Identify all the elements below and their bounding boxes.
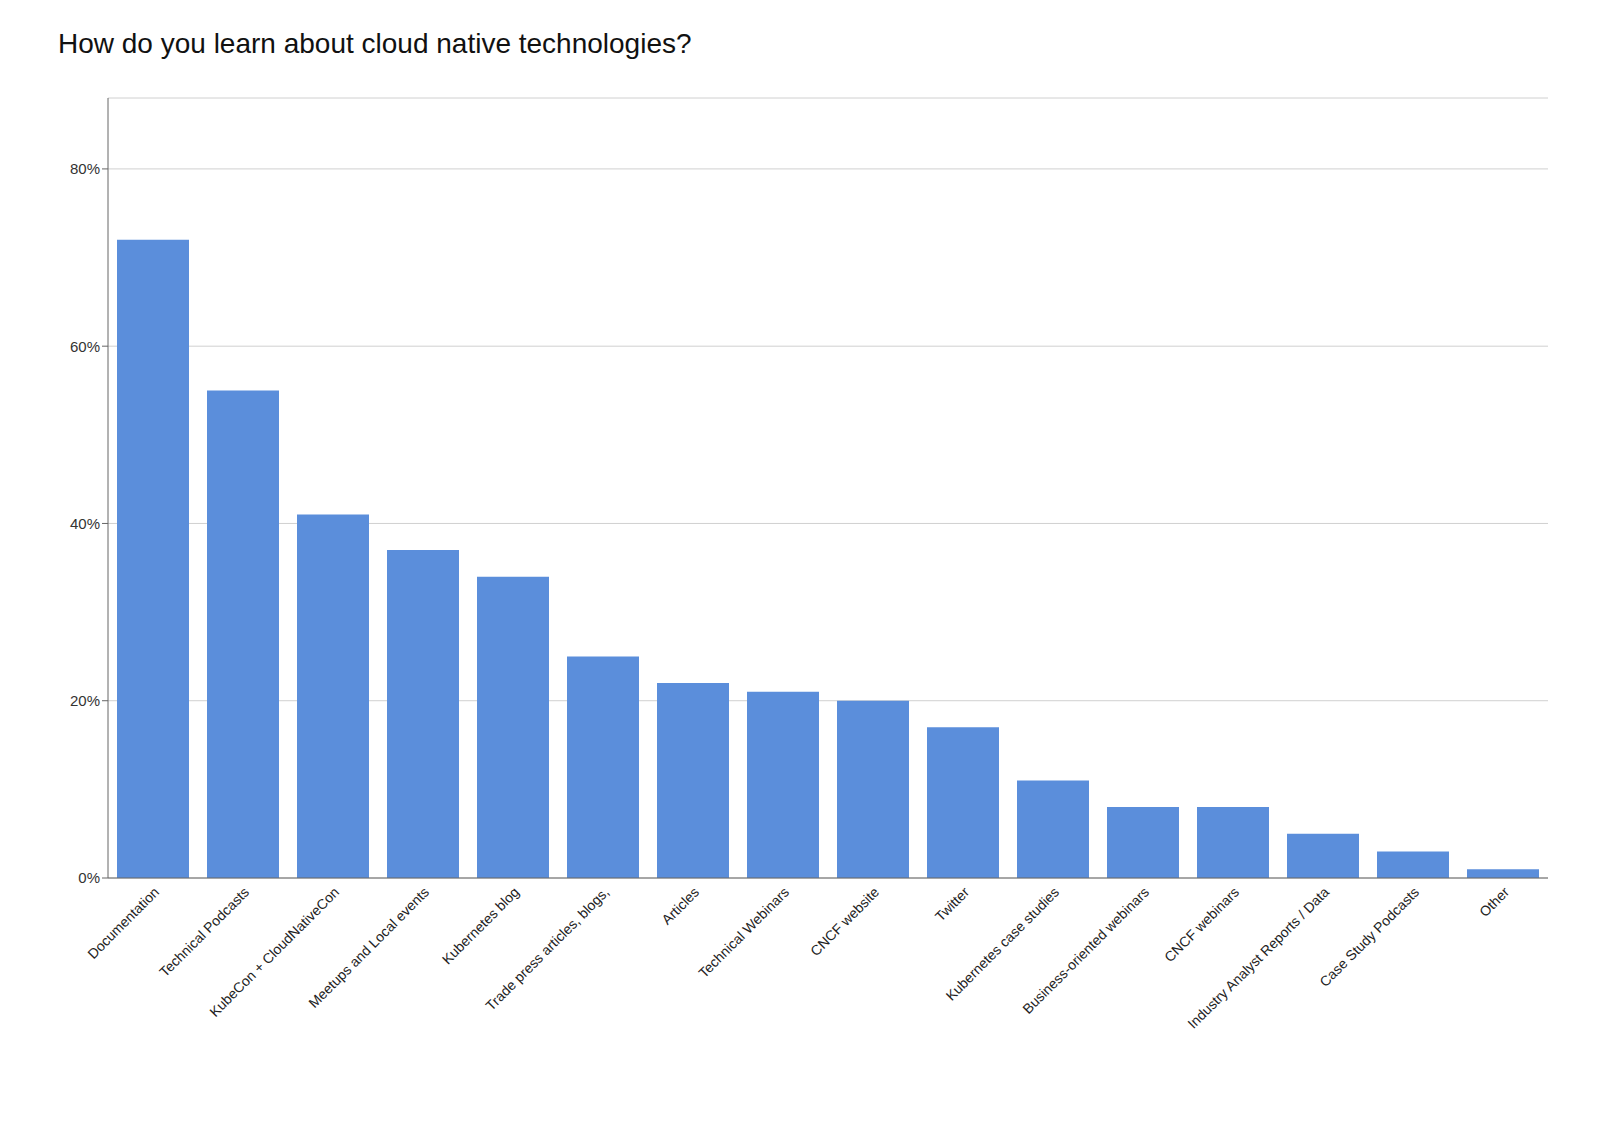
svg-text:Business-oriented webinars: Business-oriented webinars: [1019, 884, 1152, 1017]
svg-text:Technical Podcasts: Technical Podcasts: [156, 884, 252, 980]
svg-text:Meetups and Local events: Meetups and Local events: [305, 884, 432, 1011]
svg-text:Kubernetes case studies: Kubernetes case studies: [942, 883, 1063, 1004]
svg-text:Case Study Podcasts: Case Study Podcasts: [1316, 884, 1422, 990]
svg-text:Twitter: Twitter: [932, 884, 973, 925]
svg-text:20%: 20%: [70, 692, 100, 709]
html-text:How do you learn about cloud n: How do you learn about cloud native tech…: [58, 28, 692, 59]
svg-text:Documentation: Documentation: [84, 884, 162, 962]
svg-text:Articles: Articles: [658, 884, 702, 928]
svg-text:Technical Webinars: Technical Webinars: [695, 884, 792, 981]
svg-text:Other: Other: [1476, 884, 1512, 920]
svg-text:40%: 40%: [70, 515, 100, 532]
svg-text:Industry Analyst Reports / Dat: Industry Analyst Reports / Data: [1184, 884, 1332, 1032]
svg-text:80%: 80%: [70, 160, 100, 177]
svg-text:KubeCon + CloudNativeCon: KubeCon + CloudNativeCon: [206, 883, 343, 1020]
svg-text:CNCF webinars: CNCF webinars: [1161, 884, 1242, 965]
svg-text:Trade press articles, blogs,: Trade press articles, blogs,: [482, 884, 612, 1014]
svg-text:0%: 0%: [78, 869, 100, 886]
svg-text:Kubernetes blog: Kubernetes blog: [439, 884, 522, 967]
svg-text:CNCF website: CNCF website: [807, 884, 882, 959]
svg-text:60%: 60%: [70, 338, 100, 355]
